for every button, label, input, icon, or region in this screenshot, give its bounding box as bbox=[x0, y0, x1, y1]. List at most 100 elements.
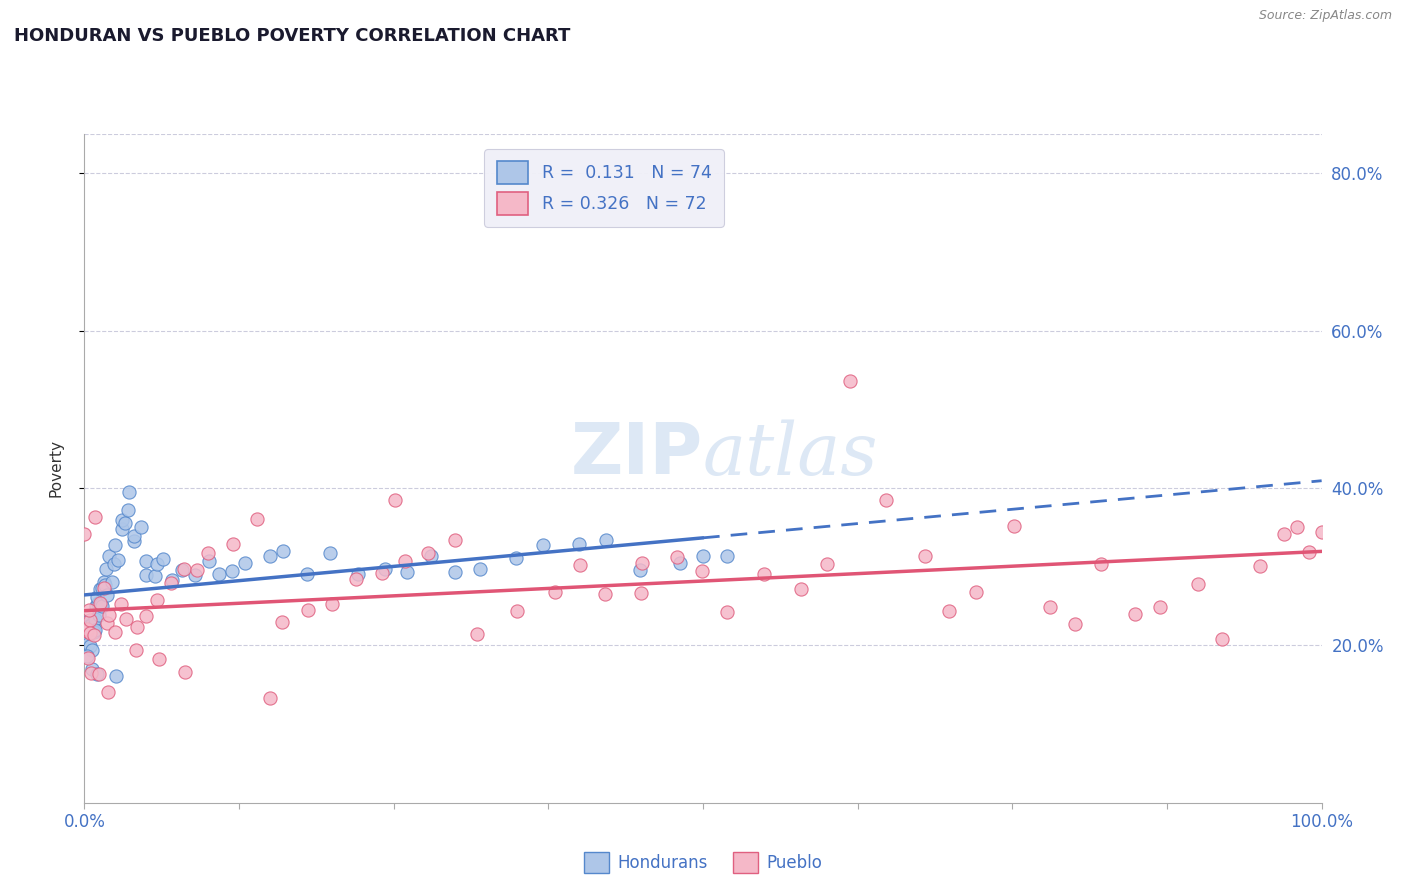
Point bbox=[96, 616, 118, 631]
Point bbox=[198, 554, 221, 568]
Point bbox=[875, 493, 897, 508]
Point bbox=[77, 614, 100, 628]
Point bbox=[125, 620, 148, 634]
Point bbox=[83, 612, 105, 626]
Point bbox=[94, 562, 117, 576]
Point bbox=[344, 572, 367, 586]
Point bbox=[271, 615, 294, 629]
Point bbox=[1002, 519, 1025, 533]
Point bbox=[839, 374, 862, 388]
Point bbox=[91, 599, 114, 614]
Point bbox=[1149, 600, 1171, 615]
Point bbox=[80, 665, 103, 680]
Point bbox=[1211, 632, 1233, 646]
Point bbox=[82, 662, 104, 676]
Point bbox=[938, 604, 960, 618]
Point bbox=[98, 549, 121, 563]
Point bbox=[76, 624, 98, 638]
Point bbox=[628, 563, 651, 577]
Point bbox=[173, 562, 195, 576]
Point bbox=[89, 596, 111, 610]
Point bbox=[690, 564, 713, 578]
Point bbox=[124, 642, 146, 657]
Point bbox=[1039, 599, 1062, 614]
Point bbox=[93, 581, 115, 595]
Point bbox=[197, 546, 219, 560]
Point bbox=[208, 567, 231, 582]
Point bbox=[79, 613, 101, 627]
Point bbox=[716, 549, 738, 563]
Point bbox=[531, 538, 554, 552]
Point bbox=[321, 597, 343, 611]
Point bbox=[1310, 525, 1333, 540]
Point bbox=[1063, 617, 1085, 632]
Point bbox=[544, 584, 567, 599]
Point bbox=[295, 566, 318, 581]
Point bbox=[815, 557, 838, 571]
Point bbox=[96, 588, 118, 602]
Point bbox=[83, 624, 105, 639]
Point bbox=[77, 617, 100, 632]
Point bbox=[83, 618, 105, 632]
Legend: Hondurans, Pueblo: Hondurans, Pueblo bbox=[578, 846, 828, 880]
Point bbox=[117, 502, 139, 516]
Point bbox=[172, 563, 194, 577]
Point bbox=[914, 549, 936, 563]
Point bbox=[465, 627, 488, 641]
Text: ZIP: ZIP bbox=[571, 420, 703, 490]
Point bbox=[77, 616, 100, 631]
Point bbox=[111, 513, 134, 527]
Point bbox=[114, 516, 136, 531]
Point bbox=[505, 551, 527, 566]
Point bbox=[716, 605, 738, 619]
Point bbox=[665, 549, 688, 564]
Point bbox=[94, 578, 117, 592]
Point bbox=[87, 667, 110, 681]
Point bbox=[374, 562, 396, 576]
Point bbox=[370, 566, 392, 580]
Point bbox=[90, 597, 112, 611]
Point bbox=[1090, 557, 1112, 571]
Point bbox=[1298, 544, 1320, 558]
Point bbox=[418, 546, 440, 560]
Point bbox=[593, 587, 616, 601]
Point bbox=[965, 585, 987, 599]
Point bbox=[110, 598, 132, 612]
Point bbox=[692, 549, 714, 564]
Point bbox=[595, 533, 617, 548]
Point bbox=[129, 519, 152, 533]
Point bbox=[104, 625, 127, 640]
Point bbox=[186, 563, 208, 577]
Text: atlas: atlas bbox=[703, 419, 879, 491]
Point bbox=[1123, 607, 1146, 621]
Point bbox=[271, 544, 294, 558]
Point bbox=[79, 621, 101, 635]
Point bbox=[468, 562, 491, 576]
Point bbox=[87, 608, 110, 623]
Point bbox=[420, 549, 443, 563]
Point bbox=[148, 651, 170, 665]
Point bbox=[118, 485, 141, 500]
Point bbox=[1187, 576, 1209, 591]
Point bbox=[174, 665, 197, 680]
Point bbox=[384, 493, 406, 508]
Point bbox=[98, 607, 121, 622]
Point bbox=[1272, 527, 1295, 541]
Point bbox=[80, 617, 103, 632]
Point bbox=[146, 592, 169, 607]
Point bbox=[75, 635, 97, 649]
Point bbox=[80, 643, 103, 657]
Point bbox=[160, 575, 183, 590]
Point bbox=[669, 557, 692, 571]
Text: Source: ZipAtlas.com: Source: ZipAtlas.com bbox=[1258, 9, 1392, 22]
Point bbox=[103, 538, 125, 552]
Point bbox=[135, 609, 157, 624]
Point bbox=[790, 582, 813, 596]
Point bbox=[76, 651, 98, 665]
Point bbox=[86, 666, 108, 681]
Point bbox=[84, 599, 107, 614]
Point bbox=[89, 582, 111, 596]
Point bbox=[259, 549, 281, 563]
Point bbox=[76, 648, 98, 663]
Point bbox=[107, 553, 129, 567]
